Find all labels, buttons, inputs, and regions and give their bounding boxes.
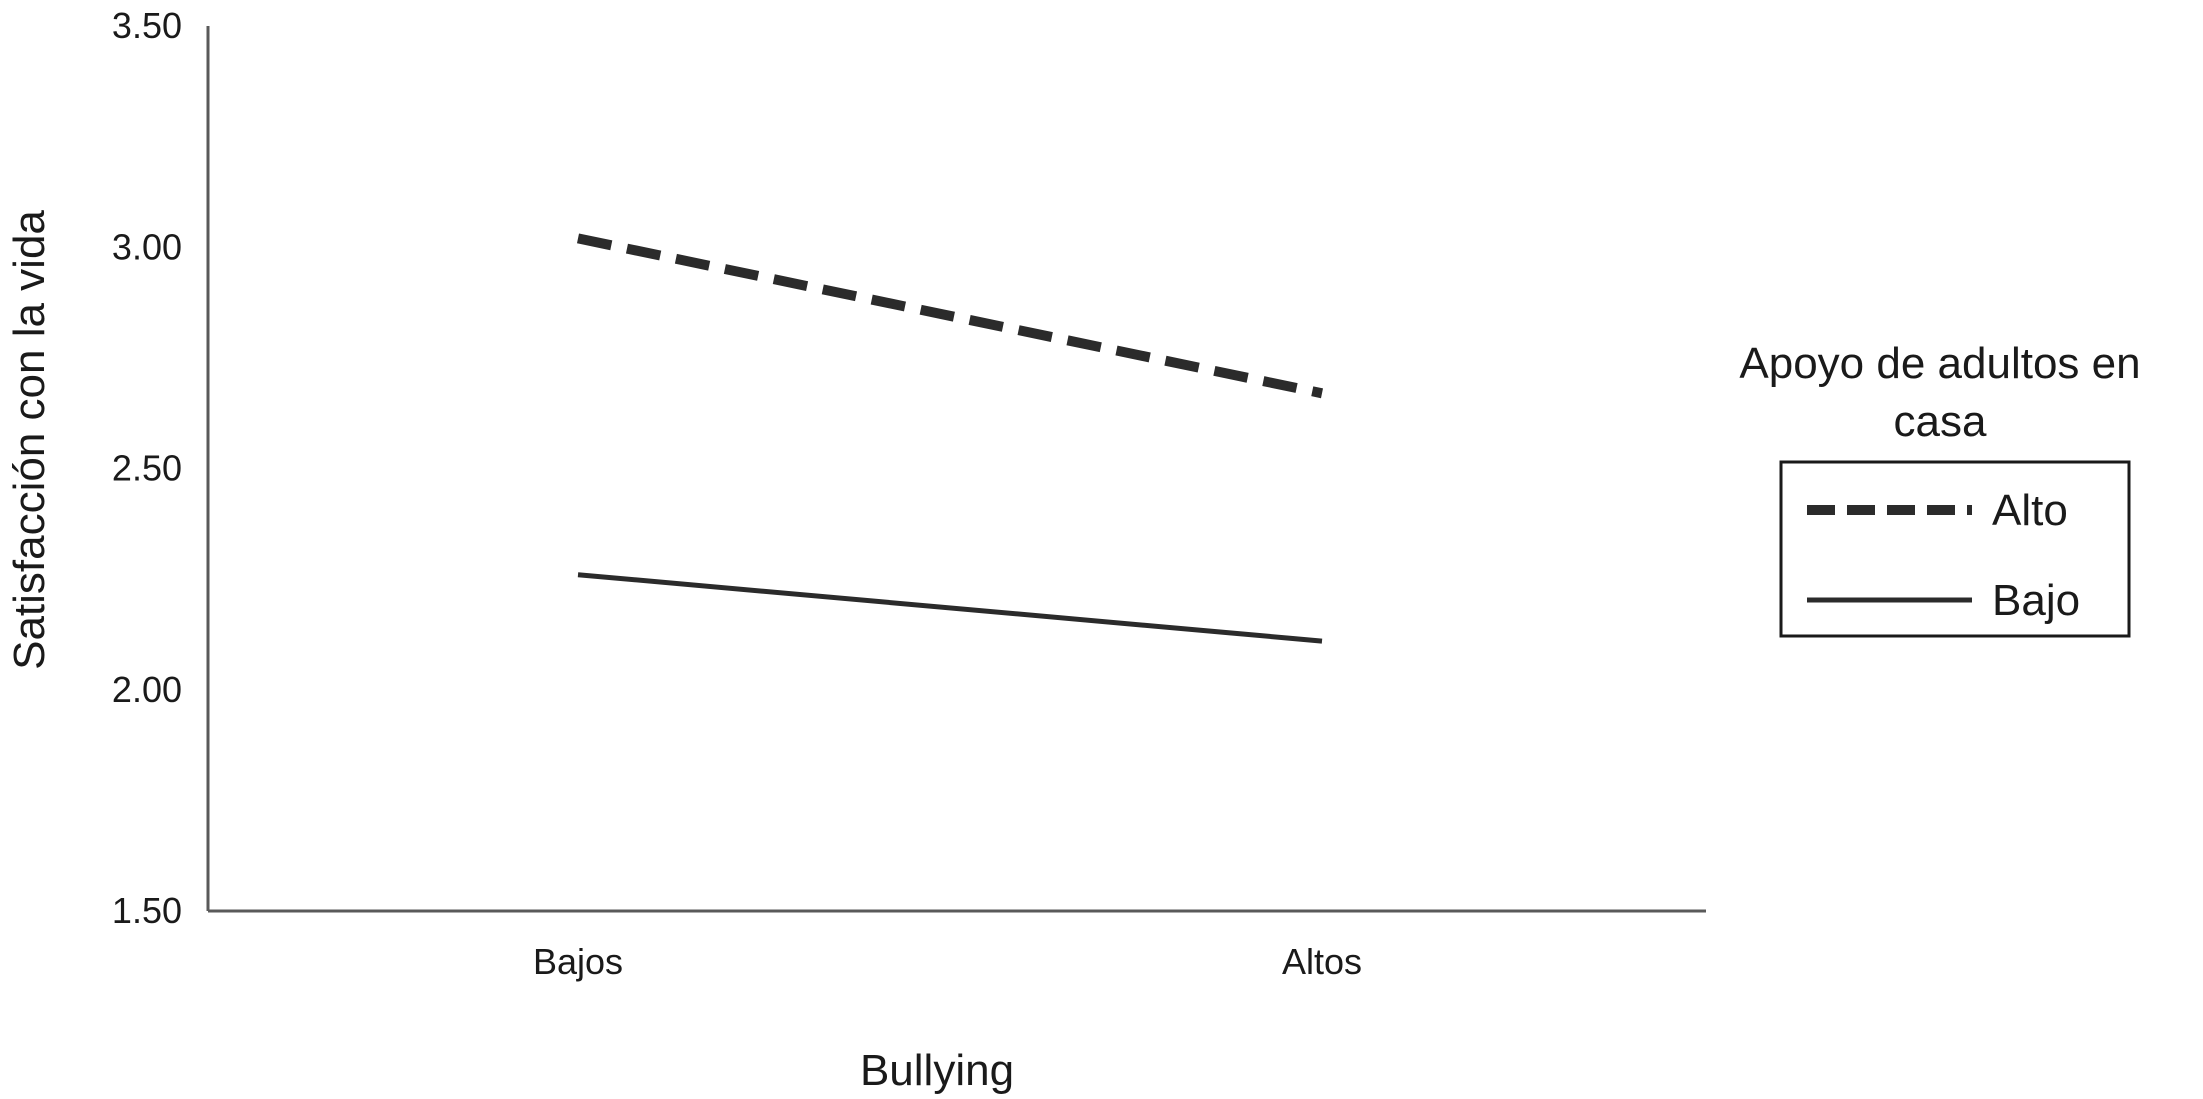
x-tick-label: Bajos <box>533 941 623 982</box>
x-axis-ticks: Bajos Altos <box>533 941 1362 982</box>
y-axis-title: Satisfacción con la vida <box>5 210 54 670</box>
y-tick-label: 3.50 <box>112 5 182 46</box>
x-axis-title: Bullying <box>860 1046 1014 1095</box>
legend-items: Alto Bajo <box>1807 486 2080 625</box>
series-layer <box>576 233 1324 644</box>
legend-label-alto: Alto <box>1992 486 2068 535</box>
y-axis-ticks: 1.50 2.00 2.50 3.00 3.50 <box>112 5 182 931</box>
legend-label-bajo: Bajo <box>1992 576 2080 625</box>
y-tick-label: 3.00 <box>112 226 182 267</box>
legend-box <box>1779 460 2131 638</box>
y-tick-label: 2.00 <box>112 669 182 710</box>
legend-title-line-2: casa <box>1894 397 1987 446</box>
x-tick-label: Altos <box>1282 941 1362 982</box>
y-tick-label: 1.50 <box>112 890 182 931</box>
series-line-alto <box>576 233 1324 399</box>
y-tick-label: 2.50 <box>112 448 182 489</box>
legend: Apoyo de adultos en casa Alto Bajo <box>1739 339 2141 638</box>
series-line-bajo <box>577 572 1323 644</box>
legend-title-line-1: Apoyo de adultos en <box>1739 339 2140 388</box>
